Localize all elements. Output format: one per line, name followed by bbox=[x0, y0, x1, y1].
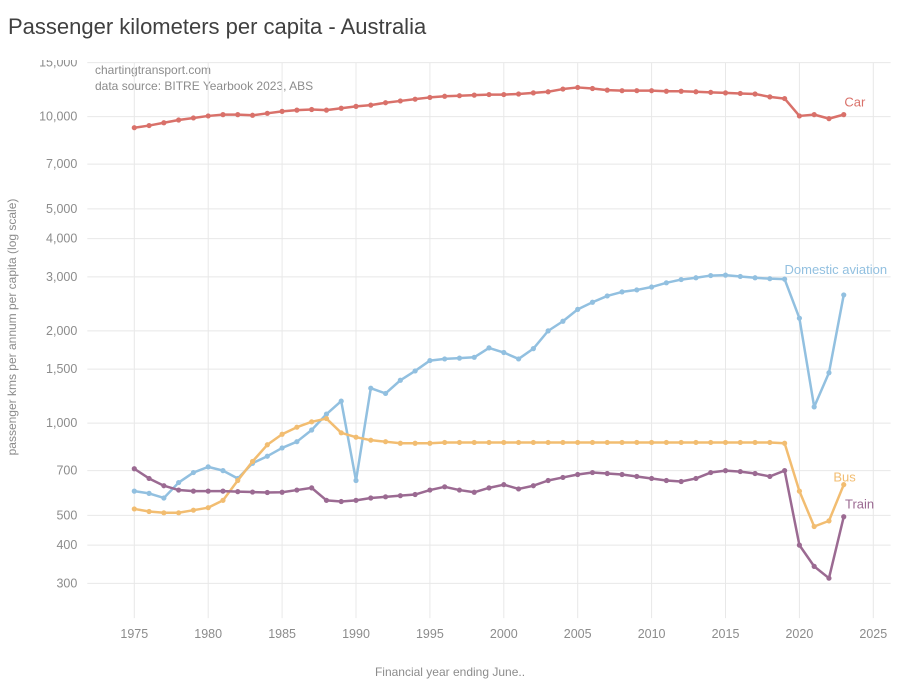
svg-text:4,000: 4,000 bbox=[46, 232, 77, 246]
svg-text:1985: 1985 bbox=[268, 627, 296, 641]
svg-text:2010: 2010 bbox=[638, 627, 666, 641]
svg-text:300: 300 bbox=[56, 576, 77, 590]
svg-text:3,000: 3,000 bbox=[46, 270, 77, 284]
svg-text:1995: 1995 bbox=[416, 627, 444, 641]
svg-text:2000: 2000 bbox=[490, 627, 518, 641]
svg-text:Car: Car bbox=[844, 95, 866, 110]
svg-text:Bus: Bus bbox=[833, 469, 856, 484]
svg-text:2025: 2025 bbox=[859, 627, 887, 641]
svg-text:5,000: 5,000 bbox=[46, 202, 77, 216]
svg-text:700: 700 bbox=[56, 464, 77, 478]
svg-text:7,000: 7,000 bbox=[46, 157, 77, 171]
svg-text:Train: Train bbox=[845, 496, 874, 511]
svg-text:1975: 1975 bbox=[120, 627, 148, 641]
svg-text:2015: 2015 bbox=[712, 627, 740, 641]
svg-text:1980: 1980 bbox=[194, 627, 222, 641]
svg-text:400: 400 bbox=[56, 538, 77, 552]
svg-text:1,500: 1,500 bbox=[46, 362, 77, 376]
svg-text:10,000: 10,000 bbox=[39, 110, 77, 124]
svg-text:15,000: 15,000 bbox=[39, 60, 77, 70]
svg-text:2020: 2020 bbox=[785, 627, 813, 641]
svg-text:2,000: 2,000 bbox=[46, 324, 77, 338]
svg-text:2005: 2005 bbox=[564, 627, 592, 641]
svg-text:Domestic aviation: Domestic aviation bbox=[785, 262, 888, 277]
svg-text:1,000: 1,000 bbox=[46, 416, 77, 430]
svg-text:500: 500 bbox=[56, 508, 77, 522]
svg-text:1990: 1990 bbox=[342, 627, 370, 641]
